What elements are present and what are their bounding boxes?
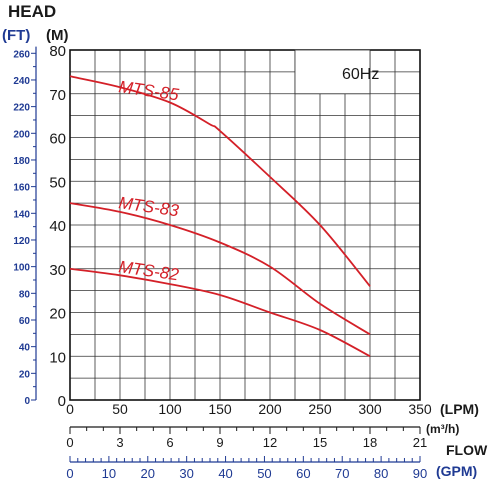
frequency-box — [294, 49, 371, 95]
y-tick-label-ft: 20 — [19, 369, 31, 380]
series-line-mts-83 — [69, 202, 371, 336]
x-unit-lpm: (LPM) — [440, 401, 479, 417]
series-label-mts-82: MTS-82 — [117, 257, 180, 284]
x-tick-label-gpm: 60 — [296, 466, 310, 481]
x-tick-label-gpm: 70 — [335, 466, 349, 481]
x-unit-m3h: (m³/h) — [426, 422, 459, 436]
grid — [70, 50, 420, 400]
x-tick-label-lpm: 350 — [408, 401, 432, 417]
x-tick-label-gpm: 10 — [102, 466, 116, 481]
y-tick-label-ft: 80 — [19, 289, 31, 300]
x-tick-label-lpm: 250 — [308, 401, 332, 417]
x-tick-label-lpm: 150 — [208, 401, 232, 417]
y-tick-label-ft: 200 — [13, 129, 30, 140]
y-tick-label-ft: 220 — [13, 103, 30, 114]
y-tick-label-ft: 0 — [24, 396, 30, 407]
y-tick-label-m: 0 — [58, 393, 66, 410]
y-tick-label-m: 50 — [49, 174, 66, 191]
x-tick-label-lpm: 50 — [112, 401, 128, 417]
x-unit-gpm: (GPM) — [436, 463, 477, 479]
axes — [31, 46, 421, 463]
x-tick-label-m3h: 9 — [216, 435, 223, 450]
x-tick-label-m3h: 15 — [313, 435, 327, 450]
x-tick-label-m3h: 6 — [166, 435, 173, 450]
y-tick-label-ft: 100 — [13, 263, 30, 274]
y-tick-label-m: 70 — [49, 87, 66, 104]
y-unit-ft: (FT) — [2, 27, 30, 44]
y-tick-label-ft: 140 — [13, 209, 30, 220]
y-unit-m: (M) — [46, 27, 69, 44]
tick-labels: 0102030405060708002040608010012014016018… — [13, 43, 432, 481]
y-tick-label-m: 40 — [49, 218, 66, 235]
x-tick-label-lpm: 100 — [158, 401, 182, 417]
x-tick-label-m3h: 21 — [413, 435, 427, 450]
y-tick-label-ft: 40 — [19, 343, 31, 354]
y-tick-label-ft: 120 — [13, 236, 30, 247]
x-tick-label-m3h: 18 — [363, 435, 377, 450]
x-tick-label-lpm: 300 — [358, 401, 382, 417]
x-tick-label-gpm: 0 — [66, 466, 73, 481]
series-label-mts-85: MTS-85 — [117, 77, 180, 104]
x-tick-label-gpm: 50 — [257, 466, 271, 481]
x-tick-label-gpm: 20 — [141, 466, 155, 481]
y-tick-label-ft: 60 — [19, 316, 31, 327]
series-label-mts-83: MTS-83 — [117, 193, 180, 220]
y-tick-label-ft: 180 — [13, 156, 30, 167]
y-tick-label-ft: 240 — [13, 76, 30, 87]
y-tick-label-m: 30 — [49, 262, 66, 279]
x-tick-label-gpm: 30 — [179, 466, 193, 481]
frequency-label: 60Hz — [342, 66, 379, 83]
x-tick-label-gpm: 40 — [218, 466, 232, 481]
y-tick-label-m: 80 — [49, 43, 66, 60]
x-tick-label-m3h: 0 — [66, 435, 73, 450]
y-tick-label-m: 60 — [49, 131, 66, 148]
series-line-mts-82 — [69, 267, 371, 358]
x-tick-label-gpm: 90 — [413, 466, 427, 481]
y-tick-label-ft: 260 — [13, 49, 30, 60]
plot-frame — [69, 49, 421, 401]
series-curves — [69, 75, 371, 358]
y-tick-label-m: 20 — [49, 306, 66, 323]
y-tick-label-m: 10 — [49, 349, 66, 366]
x-tick-label-m3h: 3 — [116, 435, 123, 450]
x-tick-label-lpm: 200 — [258, 401, 282, 417]
y-tick-label-ft: 160 — [13, 183, 30, 194]
x-tick-label-gpm: 80 — [374, 466, 388, 481]
x-tick-label-m3h: 12 — [263, 435, 277, 450]
series-line-mts-85 — [69, 75, 371, 287]
x-axis-title: FLOW — [446, 442, 488, 458]
x-tick-label-lpm: 0 — [66, 401, 74, 417]
y-axis-title: HEAD — [8, 2, 56, 21]
